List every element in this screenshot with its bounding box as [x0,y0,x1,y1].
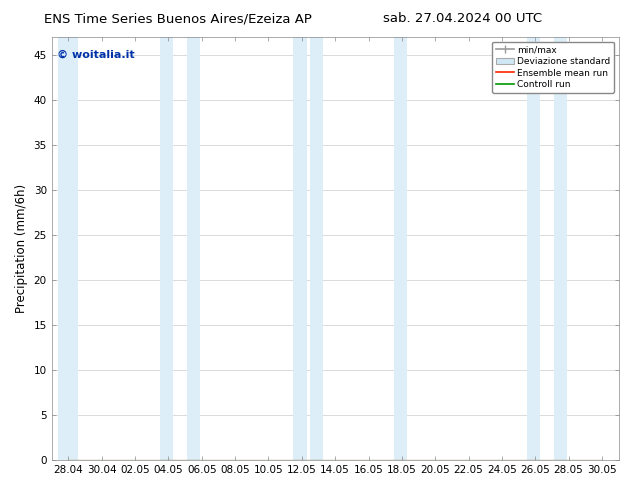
Bar [187,37,200,460]
Bar [527,37,540,460]
Bar [160,37,173,460]
Bar [58,37,79,460]
Bar [553,37,567,460]
Text: ENS Time Series Buenos Aires/Ezeiza AP: ENS Time Series Buenos Aires/Ezeiza AP [44,12,311,25]
Y-axis label: Precipitation (mm/6h): Precipitation (mm/6h) [15,184,28,313]
Bar [294,37,307,460]
Legend: min/max, Deviazione standard, Ensemble mean run, Controll run: min/max, Deviazione standard, Ensemble m… [492,42,614,93]
Bar [310,37,323,460]
Bar [394,37,407,460]
Text: sab. 27.04.2024 00 UTC: sab. 27.04.2024 00 UTC [384,12,542,25]
Text: © woitalia.it: © woitalia.it [57,50,135,60]
